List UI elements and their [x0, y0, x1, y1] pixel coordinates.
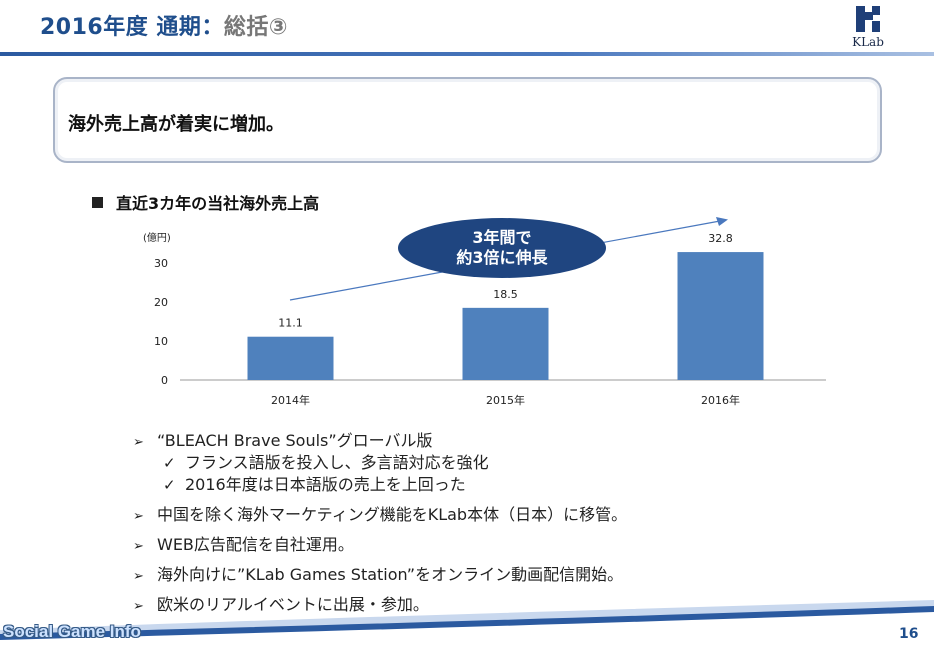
- bullet-item: ➢ 海外向けに”KLab Games Station”をオンライン動画配信開始。: [133, 564, 627, 586]
- section-heading: 直近3カ年の当社海外売上高: [92, 190, 319, 214]
- title-rule: [0, 52, 934, 56]
- bullet-text: 欧米のリアルイベントに出展・参加。: [157, 595, 429, 614]
- check-icon: ✓: [163, 454, 176, 472]
- data-label: 32.8: [708, 232, 733, 245]
- x-tick-label: 2015年: [486, 393, 525, 407]
- bullet-text: WEB広告配信を自社運用。: [157, 535, 354, 554]
- bullet-text: 中国を除く海外マーケティング機能をKLab本体（日本）に移管。: [157, 505, 628, 524]
- data-label: 11.1: [278, 317, 303, 330]
- sub-bullet-item: ✓ 2016年度は日本語版の売上を上回った: [133, 474, 627, 496]
- x-tick-label: 2014年: [271, 393, 310, 407]
- bar-2015年: [462, 307, 549, 380]
- bar-2014年: [247, 336, 334, 380]
- slide-title: 2016年度 通期：総括③: [40, 9, 288, 41]
- trend-arrow-head: [716, 217, 728, 226]
- y-ticks: 0 10 20 30: [154, 257, 168, 387]
- slide-title-suffix: 総括③: [223, 15, 289, 40]
- bullet-text: 2016年度は日本語版の売上を上回った: [185, 475, 466, 494]
- page-number: 16: [899, 626, 919, 642]
- callout-box: 海外売上高が着実に増加。: [53, 77, 882, 163]
- sub-bullet-item: ✓ フランス語版を投入し、多言語対応を強化: [133, 452, 627, 474]
- arrow-bullet-icon: ➢: [133, 539, 144, 554]
- check-icon: ✓: [163, 476, 176, 494]
- bullet-list: ➢ “BLEACH Brave Souls”グローバル版 ✓ フランス語版を投入し、…: [133, 430, 627, 616]
- y-tick-label: 10: [154, 335, 168, 348]
- growth-bubble: 3年間で 約3倍に伸長: [398, 218, 606, 278]
- footer-swoosh: [0, 600, 934, 640]
- bar-2016年: [677, 252, 764, 380]
- arrow-bullet-icon: ➢: [133, 435, 144, 450]
- y-tick-label: 20: [154, 296, 168, 309]
- klab-logo-icon: [856, 6, 880, 32]
- bars: [247, 252, 764, 380]
- bullet-item: ➢ “BLEACH Brave Souls”グローバル版: [133, 430, 627, 452]
- callout-text: 海外売上高が着実に増加。: [68, 114, 284, 135]
- x-tick-label: 2016年: [701, 393, 740, 407]
- bullet-text: 海外向けに”KLab Games Station”をオンライン動画配信開始。: [157, 565, 624, 584]
- y-tick-label: 0: [161, 374, 168, 387]
- slide-title-main: 2016年度 通期：: [40, 15, 224, 40]
- arrow-bullet-icon: ➢: [133, 569, 144, 584]
- x-tick-labels: 2014年 2015年 2016年: [271, 393, 740, 407]
- bullet-item: ➢ WEB広告配信を自社運用。: [133, 534, 627, 556]
- data-labels: 11.1 18.5 32.8: [278, 232, 733, 330]
- arrow-bullet-icon: ➢: [133, 509, 144, 524]
- bullet-text: フランス語版を投入し、多言語対応を強化: [185, 453, 489, 472]
- data-label: 18.5: [493, 288, 518, 301]
- bullet-item: ➢ 中国を除く海外マーケティング機能をKLab本体（日本）に移管。: [133, 504, 627, 526]
- square-bullet-icon: [92, 197, 103, 208]
- bullet-item: ➢ 欧米のリアルイベントに出展・参加。: [133, 594, 627, 616]
- arrow-bullet-icon: ➢: [133, 599, 144, 614]
- section-heading-text: 直近3カ年の当社海外売上高: [116, 194, 320, 213]
- bubble-line-2: 約3倍に伸長: [456, 248, 548, 267]
- y-tick-label: 30: [154, 257, 168, 270]
- klab-logo-text: KLab: [852, 35, 884, 49]
- bubble-line-1: 3年間で: [472, 228, 532, 247]
- klab-logo: KLab: [846, 4, 890, 50]
- watermark: Social Game Info: [3, 622, 141, 641]
- y-axis-label: (億円): [143, 231, 171, 244]
- bullet-text: “BLEACH Brave Souls”グローバル版: [157, 431, 433, 450]
